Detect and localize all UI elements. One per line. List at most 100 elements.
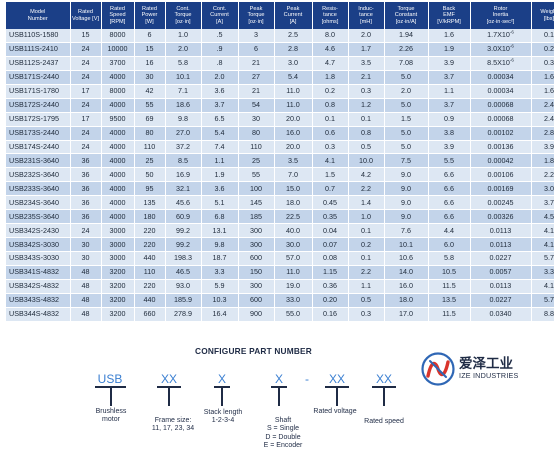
- header-rated-voltage: Rated Voltage [V]: [70, 2, 102, 29]
- spec-cell: 3000: [101, 223, 135, 239]
- header-line: Model: [30, 9, 46, 16]
- spec-cell: 40.0: [274, 223, 313, 239]
- spec-cell: 5.0: [384, 126, 429, 141]
- code-segment-frame: XX: [160, 372, 177, 386]
- spec-cell: 3.0X10-6: [470, 42, 532, 57]
- spec-cell: 7.4: [201, 140, 239, 155]
- stack-caption-line: Stack length: [203, 409, 243, 416]
- spec-cell: 4.1: [531, 237, 554, 252]
- spec-cell: 600: [238, 251, 275, 266]
- spec-cell: 11.5: [428, 307, 471, 322]
- header-line: EMF: [443, 12, 455, 19]
- header-line: [oz·in/A]: [395, 18, 417, 25]
- spec-cell: 17: [70, 112, 102, 127]
- header-line: Inertia: [492, 12, 509, 19]
- spec-cell: 1.0: [165, 29, 202, 43]
- code-segment-speed: XX: [375, 372, 392, 386]
- spec-cell: 0.1: [312, 112, 349, 127]
- header-line: [W]: [145, 18, 154, 25]
- header-line: Cont.: [212, 5, 227, 12]
- spec-cell: 3.8: [428, 126, 471, 141]
- spec-cell: 5.1: [201, 195, 239, 211]
- spec-cell: 5.0: [384, 70, 429, 85]
- spec-cell: 1.5: [384, 112, 429, 127]
- spec-cell: 20.0: [274, 140, 313, 155]
- table-row: USB231S-3640 36 4000 25 8.5 1.1 25 3.5 4.1 10.0 7.…: [6, 153, 554, 169]
- spec-cell: 3: [238, 29, 275, 43]
- spec-cell: 32.1: [165, 181, 202, 197]
- exponent: -6: [509, 57, 514, 63]
- spec-cell: 8.5: [165, 153, 202, 169]
- spec-cell: 150: [238, 265, 275, 280]
- spec-cell: 2.4: [531, 112, 554, 127]
- model-number-cell: USB344S-4832: [6, 307, 71, 322]
- spec-cell: 4000: [101, 98, 135, 113]
- voltage-caption: Rated voltage: [304, 408, 366, 416]
- spec-cell: 4000: [101, 195, 135, 211]
- spec-cell: 7.08: [384, 56, 429, 71]
- model-number-cell: USB111S-2410: [6, 42, 71, 57]
- spec-cell: 6.6: [428, 181, 471, 197]
- voltage-leader-line: [336, 387, 338, 406]
- stack-leader-line: [221, 387, 223, 406]
- spec-cell: 3000: [101, 251, 135, 266]
- spec-cell: 3200: [101, 293, 135, 308]
- spec-cell: 10000: [101, 42, 135, 57]
- spec-cell: 8.5X10-6: [470, 56, 532, 71]
- spec-cell: 4000: [101, 140, 135, 155]
- table-body: USB110S-1580 15 8000 6 1.0.5 3 2.5 8.0 2.0 1.94 1.…: [6, 29, 554, 322]
- frame-caption: Frame size: 11, 17, 23, 34: [143, 417, 203, 434]
- spec-cell: 24: [70, 42, 102, 57]
- speed-caption: Rated speed: [356, 418, 412, 426]
- series-caption-line: Brushless: [95, 408, 127, 415]
- model-number-cell: USB232S-3640: [6, 167, 71, 183]
- spec-cell: 80: [238, 126, 275, 141]
- spec-cell: 0.3: [531, 56, 554, 71]
- spec-cell: 278.9: [165, 307, 202, 322]
- spec-cell: 5.9: [201, 279, 239, 294]
- configure-part-number-title: CONFIGURE PART NUMBER: [195, 346, 312, 356]
- spec-cell: 9.8: [201, 237, 239, 252]
- spec-cell: 1.8: [312, 70, 349, 85]
- spec-cell: 2.2: [531, 167, 554, 183]
- header-line: Induc-: [358, 5, 374, 12]
- spec-cell: 300: [238, 279, 275, 294]
- spec-cell: 3.5: [348, 56, 385, 71]
- model-number-cell: USB343S-4832: [6, 293, 71, 308]
- spec-cell: 3200: [101, 265, 135, 280]
- spec-cell: 0.08: [312, 251, 349, 266]
- table-row: USB172S-2440 24 4000 55 18.6 3.7 54 11.0 0.8 1.2 5…: [6, 98, 554, 113]
- header-line: Rotor: [493, 5, 508, 12]
- spec-cell: 1.6: [428, 29, 471, 43]
- spec-cell: 55: [238, 167, 275, 183]
- spec-cell: 9500: [101, 112, 135, 127]
- spec-cell: 1.9: [201, 167, 239, 183]
- spec-cell: 21: [238, 84, 275, 99]
- spec-cell: 10.6: [384, 251, 429, 266]
- model-number-cell: USB171S-2440: [6, 70, 71, 85]
- spec-cell: 24: [70, 223, 102, 239]
- spec-cell: 1.94: [384, 29, 429, 43]
- spec-cell: 4.1: [531, 223, 554, 239]
- spec-cell: 16.0: [274, 126, 313, 141]
- spec-cell: 5.8: [428, 251, 471, 266]
- spec-cell: 110: [134, 265, 166, 280]
- spec-cell: 1.0: [348, 209, 385, 225]
- model-number-cell: USB173S-2440: [6, 126, 71, 141]
- spec-cell: 0.00106: [470, 167, 532, 183]
- spec-cell: 0.00034: [470, 84, 532, 99]
- spec-cell: 11.0: [274, 265, 313, 280]
- spec-cell: 99.2: [165, 237, 202, 252]
- spec-cell: 1.9: [428, 42, 471, 57]
- spec-cell: 36: [70, 195, 102, 211]
- spec-cell: 2.1: [348, 70, 385, 85]
- spec-cell: 2.2: [348, 265, 385, 280]
- stack-caption: Stack length 1-2-3-4: [198, 409, 248, 426]
- table-header-row: Model Number Rated Voltage [V] Rated Speed[…: [6, 2, 554, 29]
- shaft-caption-line: Shaft: [274, 417, 292, 424]
- spec-cell: 5.0: [384, 98, 429, 113]
- speed-leader-line: [383, 387, 385, 406]
- spec-cell: 1.6: [531, 84, 554, 99]
- spec-cell: 33.0: [274, 293, 313, 308]
- model-number-cell: USB342S-4832: [6, 279, 71, 294]
